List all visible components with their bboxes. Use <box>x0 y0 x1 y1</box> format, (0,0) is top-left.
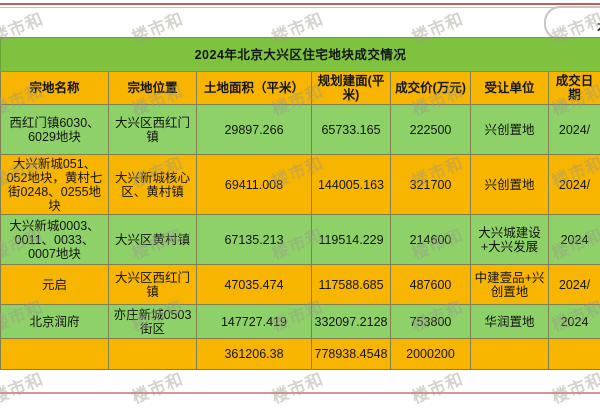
corner-overlay-card[interactable]: 本 <box>544 6 600 40</box>
page-title: 2024年北京大兴区住宅地块成交情况 <box>1 38 600 72</box>
cell-name[interactable]: 大兴新城0003、0011、0033、0007地块 <box>1 215 109 265</box>
table-row[interactable]: 西红门镇6030、6029地块 大兴区西红门镇 29897.266 65733.… <box>1 105 600 155</box>
cell-name[interactable]: 元启 <box>1 265 109 305</box>
column-header-date[interactable]: 成交日期 <box>549 72 600 105</box>
cell-price[interactable]: 487600 <box>391 265 471 305</box>
cell-planned-area[interactable]: 144005.163 <box>312 155 391 215</box>
cell-land-area[interactable]: 47035.474 <box>197 265 312 305</box>
cell-location[interactable]: 大兴区黄村镇 <box>109 215 197 265</box>
cell-price[interactable]: 214600 <box>391 215 471 265</box>
cell-land-area[interactable]: 67135.213 <box>197 215 312 265</box>
column-header-name[interactable]: 宗地名称 <box>1 72 109 105</box>
cell-buyer[interactable]: 兴创置地 <box>471 105 549 155</box>
cell-location[interactable]: 亦庄新城0503街区 <box>109 305 197 339</box>
cell-buyer[interactable]: 大兴城建设+大兴发展 <box>471 215 549 265</box>
cell-name[interactable]: 西红门镇6030、6029地块 <box>1 105 109 155</box>
table-total-row[interactable]: 361206.38 778938.4548 2000200 <box>1 339 600 370</box>
cell-date[interactable]: 2024/ <box>549 105 600 155</box>
cell-location[interactable]: 大兴区西红门镇 <box>109 265 197 305</box>
cell-name[interactable]: 北京润府 <box>1 305 109 339</box>
table-header-row: 宗地名称 宗地位置 土地面积（平米） 规划建面(平米) 成交价(万元) 受让单位… <box>1 72 600 105</box>
cell-land-area[interactable]: 29897.266 <box>197 105 312 155</box>
watermark-text: 楼市和 <box>127 365 186 408</box>
cell-planned-area[interactable]: 117588.685 <box>312 265 391 305</box>
total-cell-planned-area[interactable]: 778938.4548 <box>312 339 391 370</box>
table-row[interactable]: 大兴新城051、052地块，黄村七街0248、0255地块 大兴新城核心区、黄村… <box>1 155 600 215</box>
column-header-price[interactable]: 成交价(万元) <box>391 72 471 105</box>
watermark-text: 楼市和 <box>407 365 466 408</box>
cell-price[interactable]: 321700 <box>391 155 471 215</box>
total-cell-buyer[interactable] <box>471 339 549 370</box>
cell-name[interactable]: 大兴新城051、052地块，黄村七街0248、0255地块 <box>1 155 109 215</box>
bottom-divider-rule <box>0 392 600 394</box>
table-title-row: 2024年北京大兴区住宅地块成交情况 <box>1 38 600 72</box>
cell-location[interactable]: 大兴区西红门镇 <box>109 105 197 155</box>
spreadsheet-table-container: 2024年北京大兴区住宅地块成交情况 宗地名称 宗地位置 土地面积（平米） 规划… <box>0 37 600 370</box>
cell-planned-area[interactable]: 65733.165 <box>312 105 391 155</box>
total-cell-land-area[interactable]: 361206.38 <box>197 339 312 370</box>
cell-buyer[interactable]: 兴创置地 <box>471 155 549 215</box>
cell-price[interactable]: 222500 <box>391 105 471 155</box>
cell-date[interactable]: 2024 <box>549 215 600 265</box>
cell-date[interactable]: 2024 <box>549 305 600 339</box>
total-cell-date[interactable] <box>549 339 600 370</box>
cell-planned-area[interactable]: 332097.2128 <box>312 305 391 339</box>
total-cell-location[interactable] <box>109 339 197 370</box>
table-row[interactable]: 北京润府 亦庄新城0503街区 147727.419 332097.2128 7… <box>1 305 600 339</box>
land-transaction-table: 2024年北京大兴区住宅地块成交情况 宗地名称 宗地位置 土地面积（平米） 规划… <box>0 37 600 370</box>
cell-buyer[interactable]: 华润置地 <box>471 305 549 339</box>
watermark-text: 楼市和 <box>0 365 47 408</box>
cell-price[interactable]: 753800 <box>391 305 471 339</box>
watermark-text: 楼市和 <box>547 365 600 408</box>
cell-date[interactable]: 2024/ <box>549 265 600 305</box>
top-divider-rule <box>0 3 600 5</box>
total-cell-name[interactable] <box>1 339 109 370</box>
cell-land-area[interactable]: 69411.008 <box>197 155 312 215</box>
column-header-location[interactable]: 宗地位置 <box>109 72 197 105</box>
column-header-land-area[interactable]: 土地面积（平米） <box>197 72 312 105</box>
cell-location[interactable]: 大兴新城核心区、黄村镇 <box>109 155 197 215</box>
cell-land-area[interactable]: 147727.419 <box>197 305 312 339</box>
total-cell-price[interactable]: 2000200 <box>391 339 471 370</box>
cell-date[interactable]: 2024/ <box>549 155 600 215</box>
cell-planned-area[interactable]: 119514.229 <box>312 215 391 265</box>
table-row[interactable]: 元启 大兴区西红门镇 47035.474 117588.685 487600 中… <box>1 265 600 305</box>
watermark-text: 楼市和 <box>267 365 326 408</box>
table-row[interactable]: 大兴新城0003、0011、0033、0007地块 大兴区黄村镇 67135.2… <box>1 215 600 265</box>
cell-buyer[interactable]: 中建壹品+兴创置地 <box>471 265 549 305</box>
top-divider-rule-secondary <box>0 7 600 8</box>
column-header-buyer[interactable]: 受让单位 <box>471 72 549 105</box>
column-header-planned-area[interactable]: 规划建面(平米) <box>312 72 391 105</box>
